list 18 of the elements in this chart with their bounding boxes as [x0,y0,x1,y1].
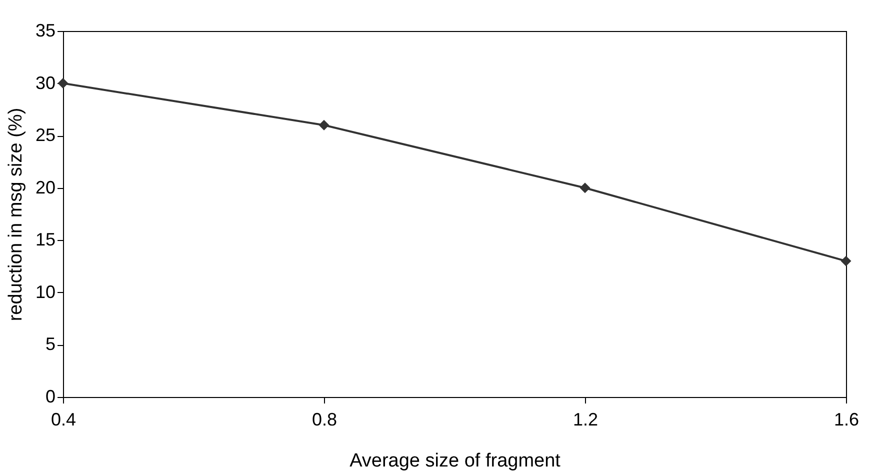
y-tick-label: 15 [35,230,56,250]
point [580,182,590,194]
x-axis-title: Average size of fragment [350,450,562,472]
x-tick-label: 1.6 [834,410,860,430]
y-tick-label: 35 [35,20,56,40]
y-tick-label: 30 [35,72,56,93]
x-tick-label: 1.2 [572,410,598,430]
x-tick-label: 0.8 [312,410,338,430]
point [318,120,330,130]
x-tick-label: 0.4 [50,410,76,430]
y-tick-label: 10 [35,282,56,302]
y-tick-label: 0 [45,386,56,406]
y-tick-label: 25 [35,125,56,146]
point [58,78,68,89]
point [840,256,852,266]
y-tick-label: 5 [45,334,56,354]
y-axis-title: reduction in msg size (%) [5,108,26,322]
y-tick-label: 20 [35,177,56,198]
